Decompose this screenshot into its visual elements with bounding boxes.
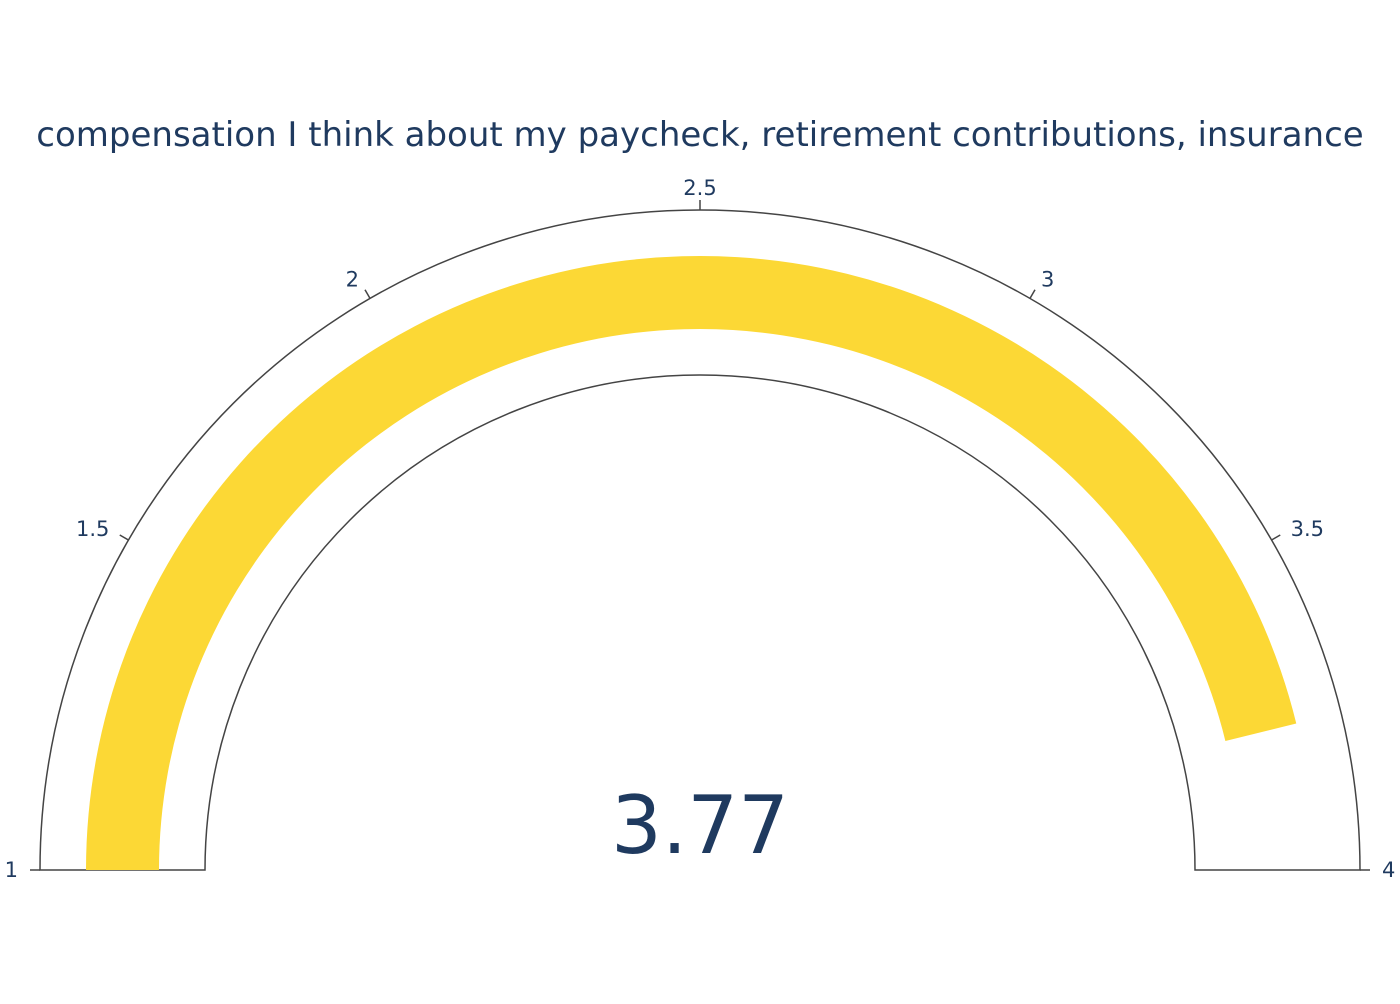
gauge-tick-label: 4 xyxy=(1382,858,1395,882)
gauge-tick-mark xyxy=(1271,534,1281,541)
gauge-value-text: 3.77 xyxy=(611,779,789,872)
gauge-tick-mark xyxy=(1029,289,1036,299)
gauge-ticks: 1 1.5 2 2.5 3 3.5 4 xyxy=(5,176,1396,882)
gauge-value-bar xyxy=(86,255,1297,870)
gauge-tick-label: 1.5 xyxy=(76,517,109,541)
chart-title: compensation I think about my paycheck, … xyxy=(36,115,1363,155)
gauge-tick-label: 2 xyxy=(346,267,359,291)
gauge-tick-label: 2.5 xyxy=(683,176,716,200)
gauge-tick-label: 3.5 xyxy=(1291,517,1324,541)
gauge-tick-label: 1 xyxy=(5,858,18,882)
gauge-tick-mark xyxy=(119,534,129,541)
gauge-tick-mark xyxy=(364,289,371,299)
gauge-tick-label: 3 xyxy=(1041,267,1054,291)
